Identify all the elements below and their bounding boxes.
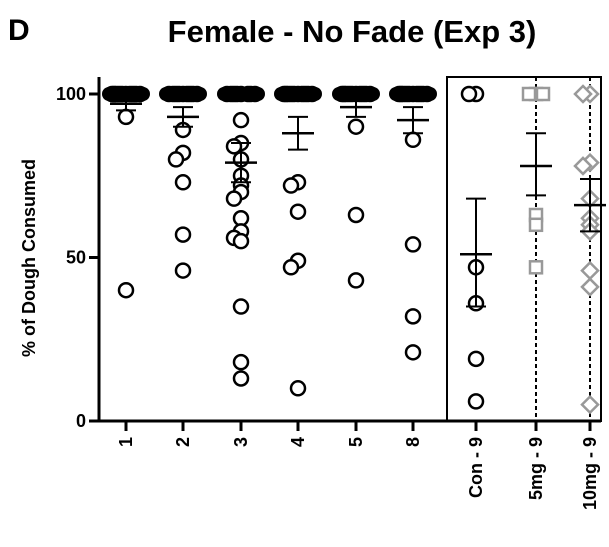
data-point [174, 174, 192, 191]
data-point [404, 308, 422, 325]
data-point [404, 344, 422, 361]
x-tick-label: 2 [173, 437, 193, 447]
data-point [467, 350, 485, 368]
x-tick-label: 5mg - 9 [526, 437, 546, 500]
plot-area: 0 50 100 1 2 3 4 5 8 Con - 9 5mg - 9 10mg - 9 [56, 76, 606, 510]
saturated-marker [159, 87, 207, 101]
saturated-marker [102, 87, 150, 101]
data-point [528, 217, 544, 233]
y-tick-label: 50 [66, 248, 86, 268]
data-point [467, 393, 485, 410]
data-point [580, 394, 600, 415]
x-tick-label: 1 [116, 437, 136, 447]
data-point [117, 108, 135, 126]
data-point [573, 156, 593, 176]
data-point [404, 131, 422, 149]
data-point [232, 370, 250, 387]
x-tick-label: 3 [231, 437, 251, 447]
data-point [282, 259, 300, 276]
y-axis-label: % of Dough Consumed [19, 159, 39, 357]
data-point [580, 277, 600, 297]
data-point [289, 380, 307, 397]
chart-title: Female - No Fade (Exp 3) [168, 14, 537, 49]
x-tick-label: 10mg - 9 [580, 437, 600, 510]
data-point [232, 232, 250, 250]
y-tick-label: 100 [56, 84, 86, 104]
drug-group-box [446, 76, 602, 422]
data-point [535, 86, 551, 102]
x-tick-label: Con - 9 [466, 437, 486, 498]
data-point [167, 151, 185, 168]
data-point [174, 226, 192, 243]
data-point [347, 206, 365, 224]
data-point [282, 177, 300, 194]
saturated-marker [217, 87, 265, 101]
data-point [347, 118, 365, 135]
data-point [232, 111, 250, 129]
data-point [460, 85, 478, 103]
data-point [225, 138, 243, 155]
data-point [232, 298, 250, 315]
data-point [573, 84, 593, 104]
y-tick-label: 0 [76, 411, 86, 431]
data-point [225, 190, 243, 207]
data-point [528, 260, 544, 275]
data-point [232, 353, 250, 371]
panel-letter: D [8, 14, 30, 47]
data-point [521, 86, 537, 102]
data-point [174, 262, 192, 279]
saturated-marker [389, 87, 437, 101]
x-tick-label: 4 [288, 437, 308, 447]
saturated-marker [332, 87, 380, 101]
data-point [580, 260, 600, 281]
data-point [404, 236, 422, 253]
saturated-marker [274, 87, 322, 101]
data-point [117, 281, 135, 299]
data-point [289, 203, 307, 220]
x-tick-label: 5 [346, 437, 366, 447]
data-point [347, 272, 365, 289]
x-tick-label: 8 [403, 437, 423, 447]
